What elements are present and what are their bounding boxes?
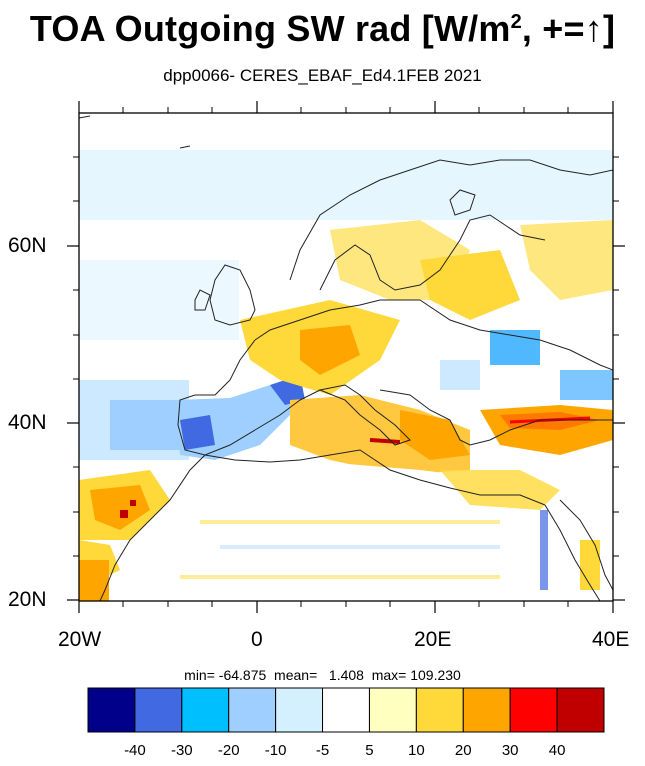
field-stats: min= -64.875 mean= 1.408 max= 109.230 xyxy=(184,667,461,683)
plot-title: TOA Outgoing SW rad [W/m2, +=↑] xyxy=(0,8,645,50)
colorbar-box xyxy=(275,687,324,733)
title-main: TOA Outgoing SW rad [W/m xyxy=(29,8,511,49)
colorbar-tick-label: -5 xyxy=(315,742,330,759)
coastlines xyxy=(79,115,613,601)
colorbar-tick-label: 40 xyxy=(548,742,566,759)
lat-label-20n: 20N xyxy=(8,588,47,611)
colorbar-box xyxy=(134,687,183,733)
title-sup: 2 xyxy=(510,11,522,33)
colorbar-box xyxy=(368,687,417,733)
colorbar-tick-label: -10 xyxy=(264,742,287,759)
colorbar-box xyxy=(462,687,511,733)
lon-label-40e: 40E xyxy=(592,628,630,651)
colorbar-box xyxy=(322,687,370,733)
axis-minor-ticks xyxy=(73,107,619,607)
colorbar-box xyxy=(415,687,464,733)
plot-subtitle: dpp0066- CERES_EBAF_Ed4.1FEB 2021 xyxy=(163,66,482,85)
lon-label-0: 0 xyxy=(251,628,263,651)
colorbar-box xyxy=(509,687,558,733)
colorbar-box xyxy=(228,687,277,733)
colorbar-box xyxy=(181,687,230,733)
colorbar-tick-label: 5 xyxy=(365,742,374,759)
lat-label-60n: 60N xyxy=(8,234,47,257)
colorbar-tick-label: -20 xyxy=(217,742,240,759)
lon-label-20w: 20W xyxy=(58,628,102,651)
colorbar-tick-label: -40 xyxy=(124,742,146,759)
lat-label-40n: 40N xyxy=(8,411,47,434)
axis-ticks xyxy=(67,101,625,613)
lon-label-20e: 20E xyxy=(414,628,452,651)
colorbar-tick-label: 10 xyxy=(408,742,425,759)
colorbar xyxy=(87,687,605,733)
colorbar-tick-label: 20 xyxy=(454,742,472,759)
colorbar-tick-label: 30 xyxy=(501,742,519,759)
colorbar-tick-label: -30 xyxy=(170,742,193,759)
colorbar-box xyxy=(87,687,136,733)
colorbar-box xyxy=(556,687,605,733)
title-tail: , +=↑] xyxy=(521,8,616,49)
